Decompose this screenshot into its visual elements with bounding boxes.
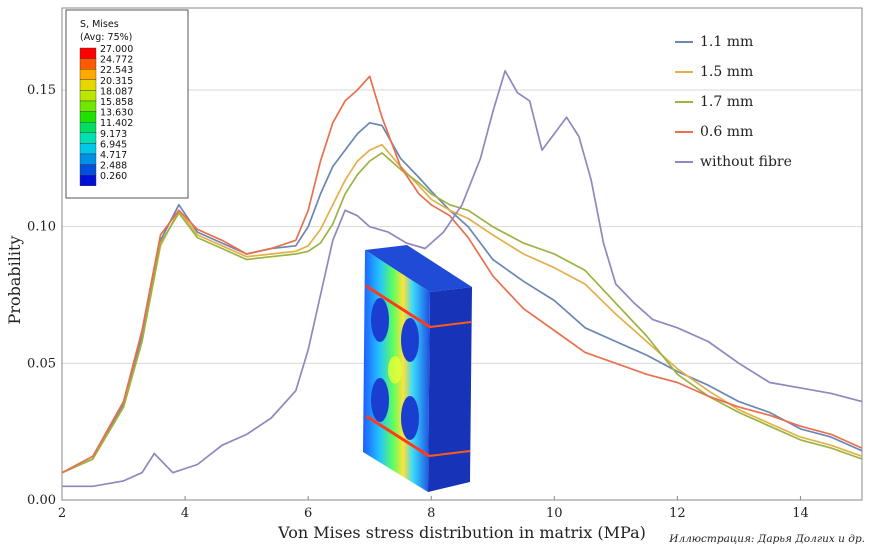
colorbar-labels: 27.00024.77222.54320.31518.08715.85813.6… [100,44,133,182]
colorbar-swatch [79,174,97,186]
colorbar-swatch [79,79,97,91]
series-line-2 [61,152,863,474]
colorbar-label: 2.488 [100,161,127,172]
colorbar-swatch [79,143,97,155]
x-axis-ticks: 2 4 6 8 10 12 14 [58,506,809,521]
colorbar-swatch [79,90,97,102]
colorbar-swatch [79,164,97,176]
colorbar-label: 0.260 [100,171,127,182]
legend-label-0: 1.1 mm [700,34,753,50]
illustration-credit: Иллюстрация: Дарья Долгих и др. [668,533,865,545]
colorbar-swatch [79,47,97,59]
x-axis-label: Von Mises stress distribution in matrix … [277,523,646,542]
colorbar-label: 4.717 [100,150,127,161]
colorbar-label: 15.858 [100,97,133,108]
x-tick-label: 4 [181,506,189,521]
colorbar-label: 9.173 [100,129,127,140]
legend-label-3: 0.6 mm [700,124,753,140]
series-line-4 [62,70,863,488]
y-tick-label: 0.10 [27,220,56,235]
colorbar-swatch [79,58,97,70]
series-legend: 1.1 mm 1.5 mm 1.7 mm 0.6 mm without fibre [675,34,792,170]
legend-label-4: without fibre [700,154,792,170]
series-line-1 [61,143,863,474]
colorbar-label: 11.402 [100,118,133,129]
x-tick-label: 6 [304,506,312,521]
colorbar-label: 24.772 [100,55,133,66]
plot-frame [61,7,863,501]
x-tick-label: 10 [546,506,563,521]
y-axis-label: Probability [5,236,24,325]
colorbar-swatch [79,68,97,80]
colorbar-swatch [79,111,97,123]
colorbar-label: 20.315 [100,76,133,87]
colorbar-subtitle: (Avg: 75%) [80,32,132,43]
y-tick-label: 0.00 [27,493,56,508]
fe-model-illustration [363,245,472,492]
colorbar-label: 22.543 [100,65,133,76]
colorbar-swatch [79,100,97,112]
legend-label-1: 1.5 mm [700,64,753,80]
colorbar-label: 13.630 [100,108,133,119]
legend-label-2: 1.7 mm [700,94,753,110]
colorbar-label: 27.000 [100,44,133,55]
colorbar-swatch [79,121,97,133]
y-tick-label: 0.15 [27,83,56,98]
y-tick-label: 0.05 [27,356,56,371]
x-tick-label: 14 [792,506,809,521]
colorbar-swatch [79,132,97,144]
x-tick-label: 8 [427,506,435,521]
x-tick-label: 2 [58,506,66,521]
colorbar-title: S, Mises [80,19,119,30]
colorbar-label: 6.945 [100,139,127,150]
colorbar-label: 18.087 [100,86,133,97]
series-lines [61,70,863,488]
colorbar-swatch [79,153,97,165]
mises-colorbar: S, Mises (Avg: 75%) 27.00024.77222.54320… [65,9,189,199]
colorbar-swatches [79,47,97,186]
x-tick-label: 12 [669,506,686,521]
axes [61,7,863,501]
y-axis-ticks: 0.00 0.05 0.10 0.15 [27,83,56,508]
series-line-3 [61,75,863,474]
